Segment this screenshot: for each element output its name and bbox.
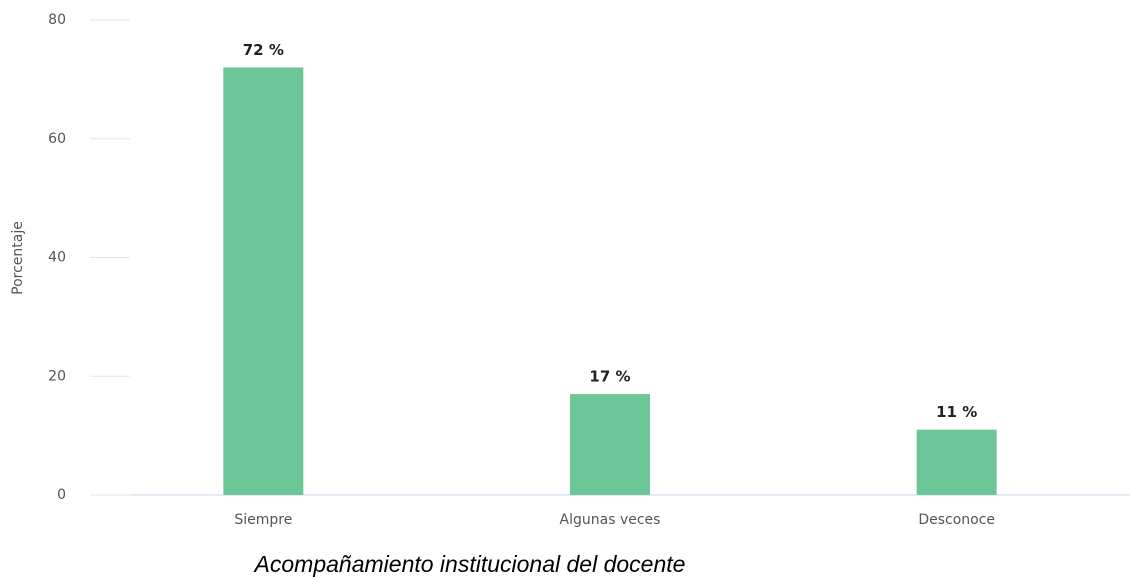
x-tick-label: Algunas veces: [560, 512, 661, 528]
y-tick-label: 60: [48, 131, 66, 147]
value-label: 11 %: [936, 403, 977, 421]
value-label: 17 %: [589, 368, 630, 386]
y-tick-label: 0: [57, 487, 66, 503]
bar: [223, 67, 304, 495]
bar: [570, 394, 650, 495]
y-tick-label: 20: [48, 368, 66, 384]
value-label: 72 %: [243, 41, 284, 59]
x-tick-label: Desconoce: [918, 512, 995, 528]
bar: [916, 429, 997, 495]
y-axis-label: Porcentaje: [10, 221, 26, 295]
x-tick-label: Siempre: [234, 512, 292, 528]
y-tick-label: 80: [48, 12, 66, 28]
y-tick-label: 40: [48, 250, 66, 266]
chart-title: Acompañamiento institucional del docente: [253, 551, 686, 577]
